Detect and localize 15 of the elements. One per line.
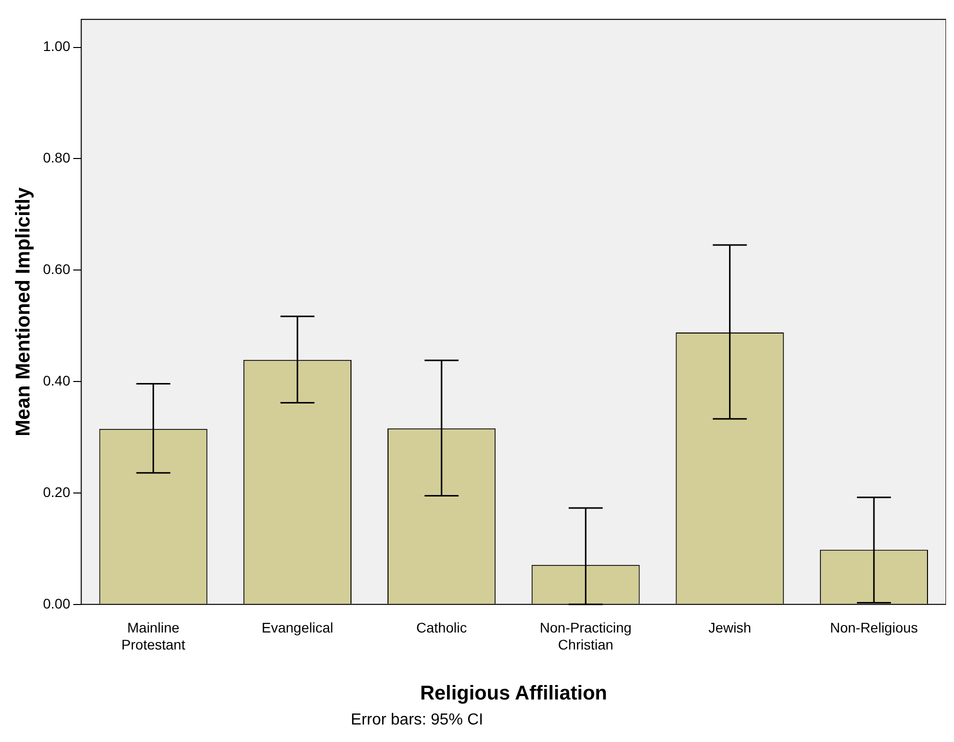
x-tick-label: Jewish bbox=[708, 620, 752, 636]
x-tick-label: Non-Religious bbox=[830, 620, 918, 636]
y-tick-label: 0.40 bbox=[43, 372, 70, 388]
y-tick-label: 0.20 bbox=[43, 484, 70, 500]
y-tick-label: 0.60 bbox=[43, 260, 70, 277]
x-tick-label: Mainline Protestant bbox=[121, 620, 186, 652]
x-axis-title: Religious Affiliation bbox=[420, 682, 608, 705]
y-tick-label: 1.00 bbox=[43, 38, 70, 54]
y-axis-title: Mean Mentioned Implicitly bbox=[12, 186, 35, 436]
y-tick-label: 0.80 bbox=[43, 150, 70, 166]
x-tick-label: Non-Practicing Christian bbox=[540, 620, 632, 652]
x-tick-label: Catholic bbox=[416, 620, 467, 636]
text: Error bars: 95% CI bbox=[350, 711, 484, 728]
x-tick-label: Evangelical bbox=[262, 620, 334, 636]
y-tick-label: 0.00 bbox=[43, 595, 70, 612]
